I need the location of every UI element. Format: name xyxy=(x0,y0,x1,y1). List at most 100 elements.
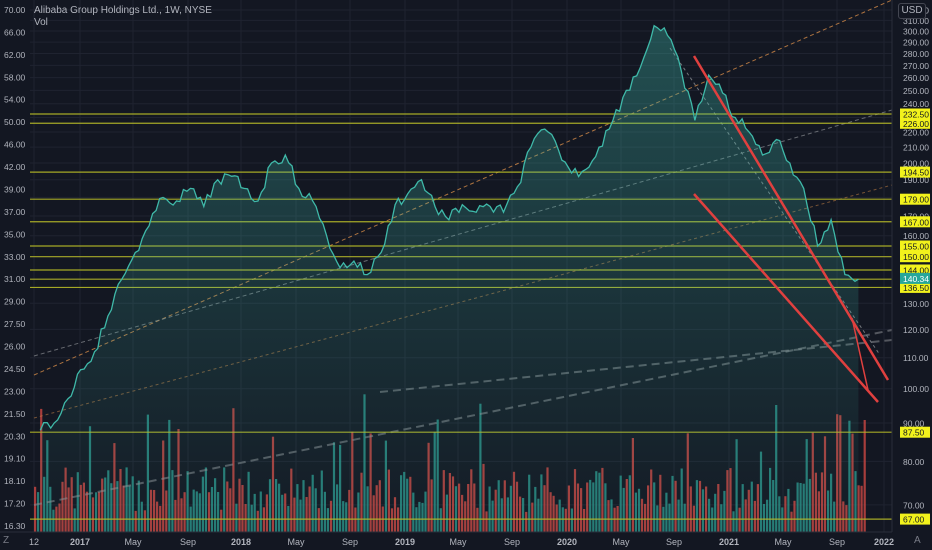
time-tick-label: May xyxy=(124,537,142,547)
price-tick-label: 90.00 xyxy=(903,419,925,429)
time-tick-label: Sep xyxy=(342,537,358,547)
time-tick-label: May xyxy=(612,537,630,547)
level-label-box xyxy=(900,193,930,205)
level-label-text: 87.50 xyxy=(903,428,925,438)
left-tick-label: 37.00 xyxy=(4,207,26,217)
price-tick-label: 210.00 xyxy=(903,143,929,153)
time-axis: 12 2017 May Sep 2018 May Sep 2019 May Sep 2020 May S… xyxy=(29,537,894,547)
red-trendlines xyxy=(692,55,890,403)
level-label-box xyxy=(900,240,930,252)
price-tick-label: 130.00 xyxy=(903,299,929,309)
left-tick-label: 18.10 xyxy=(4,476,26,486)
last-price-label: 140.34 xyxy=(903,274,929,284)
time-tick-label: 2017 xyxy=(70,537,90,547)
left-tick-label: 70.00 xyxy=(4,5,26,15)
time-axis-panel xyxy=(0,532,932,550)
time-tick-label: 12 xyxy=(29,537,39,547)
time-tick-label: May xyxy=(449,537,467,547)
price-tick-label: 200.00 xyxy=(903,159,929,169)
volume-indicator-label: Vol xyxy=(34,17,48,28)
price-tick-label: 120.00 xyxy=(903,325,929,335)
red-short-trendline xyxy=(851,317,869,391)
level-label-box xyxy=(900,108,930,120)
auto-scale-button[interactable]: A xyxy=(914,535,921,546)
red-downtrend-upper xyxy=(692,55,890,381)
left-tick-label: 54.00 xyxy=(4,95,26,105)
left-tick-label: 20.30 xyxy=(4,431,26,441)
left-tick-label: 50.00 xyxy=(4,117,26,127)
left-tick-label: 66.00 xyxy=(4,27,26,37)
level-label-text: 232.50 xyxy=(903,110,929,120)
left-tick-label: 29.00 xyxy=(4,297,26,307)
left-tick-label: 35.00 xyxy=(4,229,26,239)
price-tick-label: 280.00 xyxy=(903,49,929,59)
left-tick-label: 19.10 xyxy=(4,454,26,464)
price-area xyxy=(40,25,859,532)
price-tick-label: 190.00 xyxy=(903,175,929,185)
price-tick-label: 220.00 xyxy=(903,128,929,138)
level-label-box xyxy=(900,251,930,263)
level-label-text: 136.50 xyxy=(903,283,929,293)
price-tick-label: 270.00 xyxy=(903,61,929,71)
time-tick-label: 2019 xyxy=(395,537,415,547)
level-label-box xyxy=(900,216,930,228)
level-label-box xyxy=(900,426,930,438)
symbol-title: Alibaba Group Holdings Ltd., 1W, NYSE xyxy=(34,5,212,16)
price-tick-label: 100.00 xyxy=(903,384,929,394)
left-tick-label: 58.00 xyxy=(4,72,26,82)
price-tick-label: 310.00 xyxy=(903,16,929,26)
level-label-text: 67.00 xyxy=(903,515,925,525)
level-label-box xyxy=(900,513,930,525)
price-line xyxy=(39,24,859,431)
timezone-icon[interactable]: Z xyxy=(3,535,10,546)
price-tick-label: 300.00 xyxy=(903,27,929,37)
level-label-text: 155.00 xyxy=(903,242,929,252)
volume-bar xyxy=(857,485,860,532)
level-label-box xyxy=(900,117,930,129)
volume-bar xyxy=(860,485,863,532)
time-tick-label: 2018 xyxy=(231,537,251,547)
left-tick-label: 16.30 xyxy=(4,521,26,531)
time-tick-label: May xyxy=(774,537,792,547)
left-tick-label: 24.50 xyxy=(4,364,26,374)
time-tick-label: 2022 xyxy=(874,537,894,547)
time-tick-label: 2021 xyxy=(719,537,739,547)
left-tick-label: 42.00 xyxy=(4,162,26,172)
time-tick-label: 2020 xyxy=(557,537,577,547)
left-tick-label: 27.50 xyxy=(4,319,26,329)
left-tick-label: 26.00 xyxy=(4,342,26,352)
time-tick-label: Sep xyxy=(666,537,682,547)
left-tick-label: 23.00 xyxy=(4,386,26,396)
left-tick-label: 31.00 xyxy=(4,274,26,284)
left-tick-label: 33.00 xyxy=(4,252,26,262)
price-tick-label: 110.00 xyxy=(903,353,929,363)
price-tick-label: 160.00 xyxy=(903,231,929,241)
level-label-box xyxy=(900,264,930,276)
level-label-box xyxy=(900,281,930,293)
time-tick-label: Sep xyxy=(829,537,845,547)
last-price-box xyxy=(900,272,930,284)
level-label-text: 179.00 xyxy=(903,195,929,205)
price-tick-label: 260.00 xyxy=(903,73,929,83)
volume-bar xyxy=(863,420,866,532)
level-label-box xyxy=(900,166,930,178)
volume-bar xyxy=(37,492,40,532)
left-price-axis: 70.00 66.00 62.00 58.00 54.00 50.00 46.00 42.00… xyxy=(4,5,26,531)
price-tick-label: 290.00 xyxy=(903,38,929,48)
price-tick-label: 70.00 xyxy=(903,500,925,510)
time-tick-label: Sep xyxy=(504,537,520,547)
level-label-text: 167.00 xyxy=(903,217,929,227)
left-tick-label: 21.50 xyxy=(4,409,26,419)
red-downtrend-lower xyxy=(693,193,879,403)
left-tick-label: 39.00 xyxy=(4,185,26,195)
currency-button[interactable]: USD xyxy=(898,3,926,19)
time-tick-label: Sep xyxy=(180,537,196,547)
volume-bar xyxy=(34,486,37,532)
level-label-text: 150.00 xyxy=(903,252,929,262)
level-label-text: 194.50 xyxy=(903,168,929,178)
price-tick-label: 250.00 xyxy=(903,86,929,96)
left-tick-label: 46.00 xyxy=(4,140,26,150)
